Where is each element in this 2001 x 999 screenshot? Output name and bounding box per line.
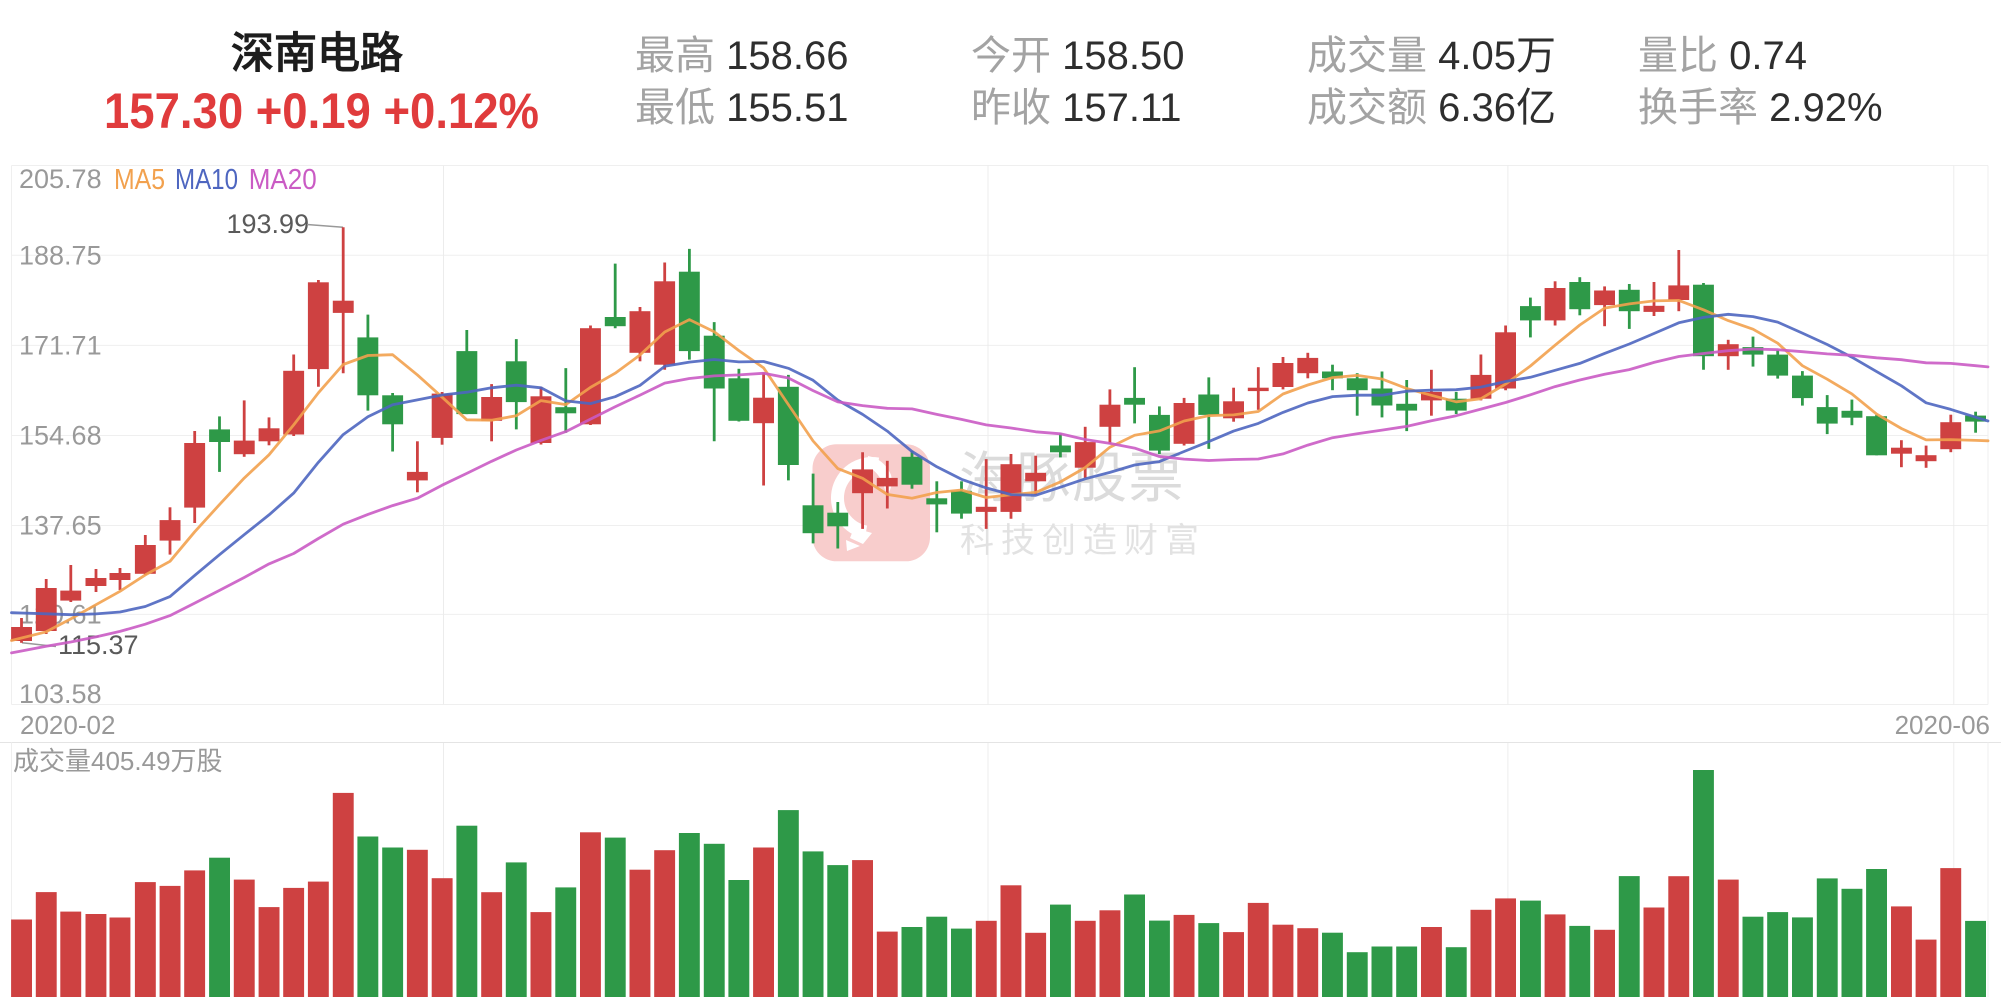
svg-text:深南电路: 深南电路	[231, 30, 404, 78]
svg-text:科技创造财富: 科技创造财富	[960, 522, 1206, 560]
svg-text:最高 158.66: 最高 158.66	[635, 34, 848, 78]
svg-text:MA20: MA20	[249, 164, 317, 196]
svg-text:成交量 4.05万: 成交量 4.05万	[1307, 34, 1556, 78]
svg-text:换手率 2.92%: 换手率 2.92%	[1638, 86, 1883, 130]
svg-text:MA5: MA5	[114, 164, 165, 196]
svg-text:103.58: 103.58	[19, 679, 102, 709]
svg-text:MA10: MA10	[175, 164, 238, 196]
svg-text:205.78: 205.78	[19, 164, 102, 194]
svg-text:成交额 6.36亿: 成交额 6.36亿	[1307, 86, 1556, 130]
svg-text:193.99: 193.99	[227, 209, 310, 239]
svg-text:157.30 +0.19 +0.12%: 157.30 +0.19 +0.12%	[104, 83, 539, 139]
svg-text:171.71: 171.71	[19, 330, 102, 360]
svg-text:量比 0.74: 量比 0.74	[1638, 34, 1807, 78]
svg-text:今开 158.50: 今开 158.50	[971, 34, 1184, 78]
svg-text:昨收 157.11: 昨收 157.11	[971, 86, 1182, 130]
svg-text:154.68: 154.68	[19, 421, 102, 451]
svg-text:海豚股票: 海豚股票	[959, 447, 1185, 509]
svg-text:115.37: 115.37	[58, 630, 139, 660]
svg-text:2020-06: 2020-06	[1895, 710, 1990, 740]
svg-text:成交量405.49万股: 成交量405.49万股	[13, 746, 223, 776]
svg-text:最低 155.51: 最低 155.51	[635, 86, 848, 130]
svg-text:2020-02: 2020-02	[20, 710, 115, 740]
svg-text:188.75: 188.75	[19, 240, 102, 270]
svg-text:137.65: 137.65	[19, 511, 102, 541]
